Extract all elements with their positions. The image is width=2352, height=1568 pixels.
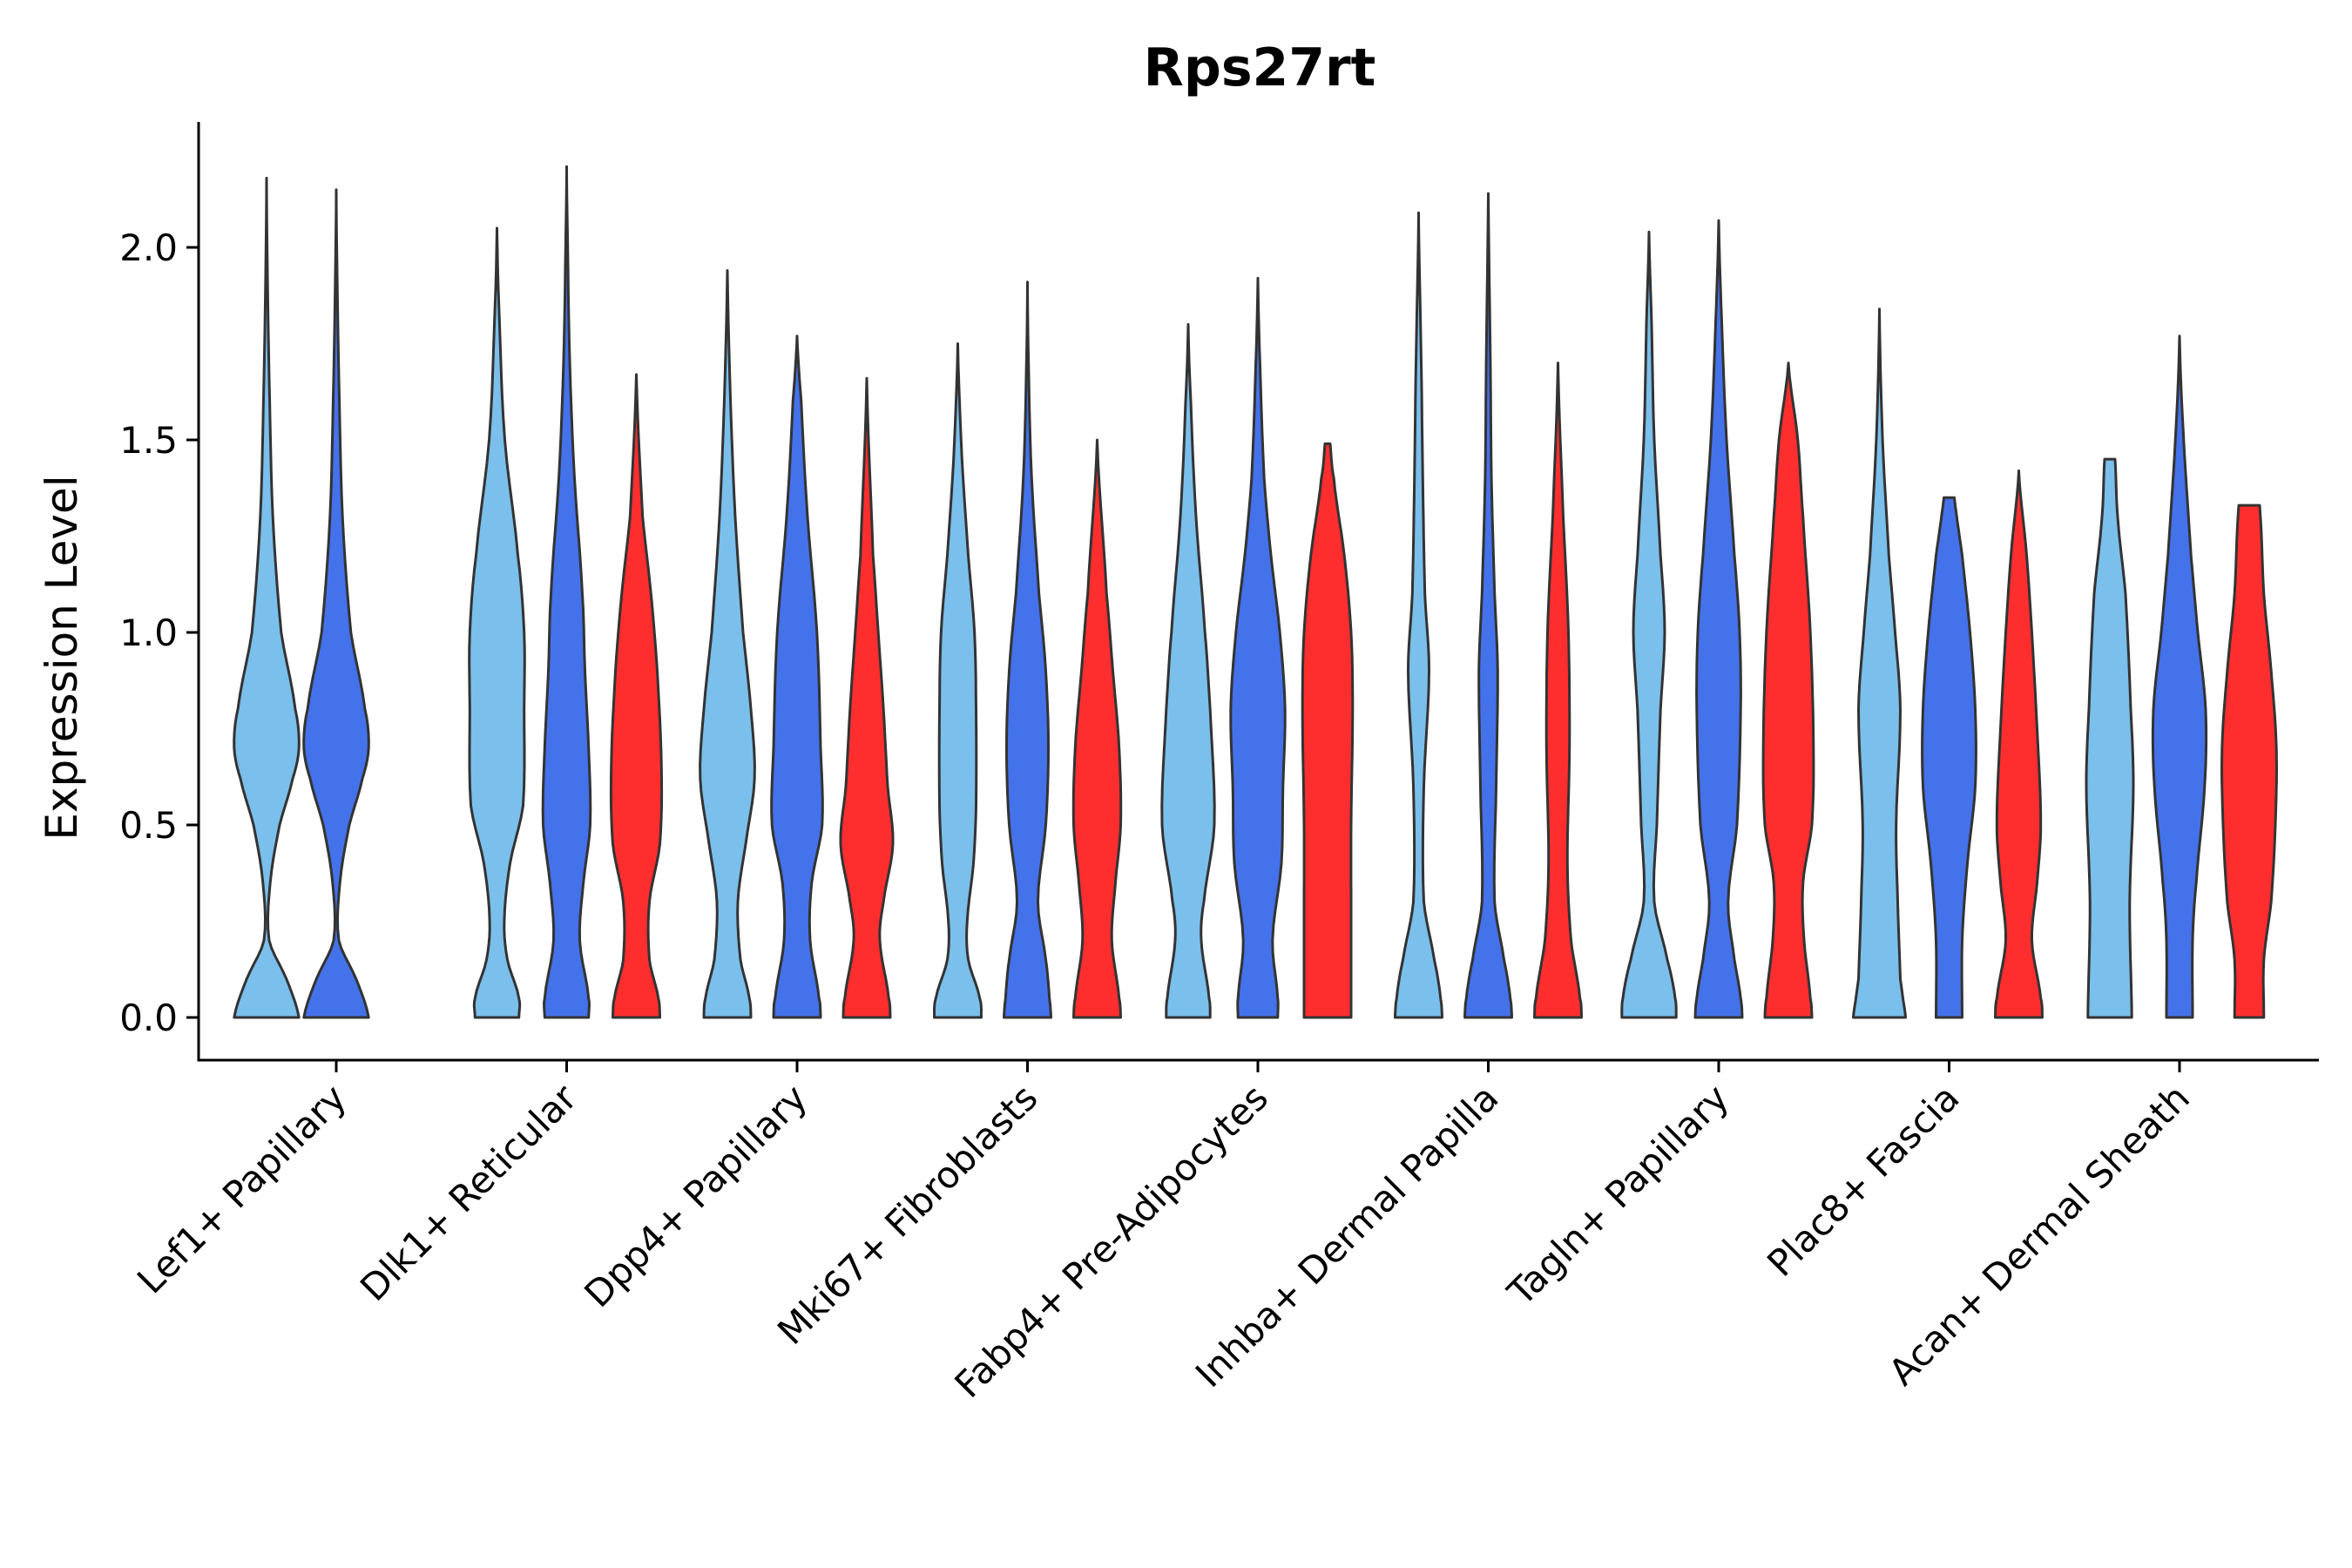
- y-tick-label: 2.0: [119, 226, 178, 269]
- violin-3-fabp4-pre-adipocytes: [1301, 442, 1355, 1019]
- violin-2-dpp4-papillary: [770, 335, 824, 1019]
- violin-3-dlk1-reticular: [609, 373, 664, 1019]
- y-tick-label: 1.5: [119, 419, 178, 462]
- violin-1-tagln-papillary: [1620, 230, 1678, 1019]
- x-tick-label: Plac8+ Fascia: [1759, 1076, 1967, 1284]
- violin-2-acan-dermal-sheath: [2151, 335, 2208, 1019]
- chart-title: Rps27rt: [1144, 37, 1376, 98]
- violin-2-lef1-papillary: [302, 188, 370, 1019]
- violin-1-dpp4-papillary: [699, 269, 756, 1019]
- violin-1-inhba-dermal-papilla: [1394, 211, 1443, 1019]
- y-axis-label: Expression Level: [37, 475, 87, 840]
- violin-2-tagln-papillary: [1693, 219, 1744, 1019]
- y-tick-label: 0.0: [119, 997, 178, 1039]
- y-tick-label: 1.0: [119, 612, 178, 654]
- x-tick-label: Dpp4+ Papillary: [576, 1076, 815, 1315]
- x-tick-label: Lef1+ Papillary: [129, 1076, 355, 1301]
- violin-1-plac8-fascia: [1852, 308, 1907, 1019]
- violin-2-mki67-fibroblasts: [1003, 280, 1052, 1019]
- violin-3-tagln-papillary: [1761, 362, 1815, 1019]
- violin-1-fabp4-pre-adipocytes: [1160, 322, 1216, 1019]
- violin-2-fabp4-pre-adipocytes: [1229, 276, 1287, 1019]
- violins-group: [233, 165, 2278, 1019]
- x-tick-label: Dlk1+ Reticular: [352, 1076, 585, 1309]
- violin-3-acan-dermal-sheath: [2220, 504, 2278, 1019]
- y-tick-label: 0.5: [119, 804, 178, 847]
- violin-1-dlk1-reticular: [468, 226, 526, 1019]
- violin-1-mki67-fibroblasts: [933, 342, 983, 1019]
- x-tick-label: Tagln+ Papillary: [1499, 1076, 1737, 1314]
- violin-2-plac8-fascia: [1921, 496, 1977, 1019]
- violin-3-dpp4-papillary: [839, 376, 895, 1019]
- violin-3-plac8-fascia: [1994, 469, 2044, 1019]
- violin-1-lef1-papillary: [233, 176, 301, 1019]
- violin-3-mki67-fibroblasts: [1071, 438, 1123, 1019]
- violin-2-dlk1-reticular: [541, 165, 592, 1019]
- x-tick-label: Mki67+ Fibroblasts: [769, 1076, 1045, 1352]
- violin-2-inhba-dermal-papilla: [1463, 192, 1513, 1019]
- violin-1-acan-dermal-sheath: [2085, 457, 2135, 1019]
- violin-3-inhba-dermal-papilla: [1533, 362, 1583, 1019]
